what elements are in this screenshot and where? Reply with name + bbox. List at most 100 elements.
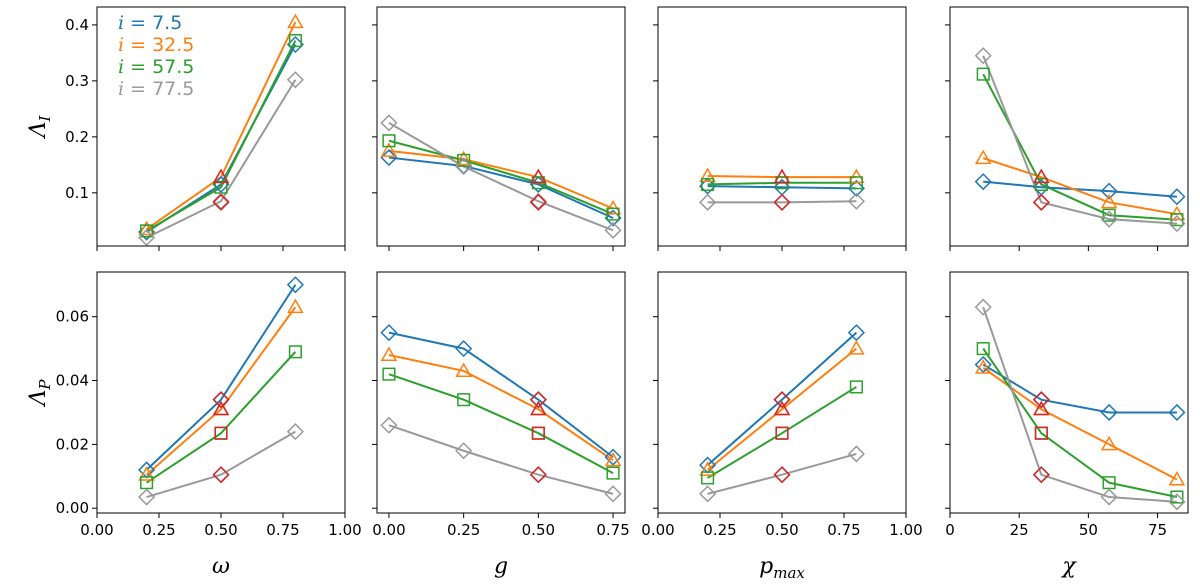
x-axis-label-omega: ω [212, 554, 230, 579]
series-line-2 [388, 373, 614, 474]
data-point-s3 [604, 485, 622, 503]
data-point-s3 [1168, 215, 1186, 233]
data-point-s2 [382, 367, 396, 381]
data-point-s2 [1102, 476, 1116, 490]
series-line-2 [146, 40, 297, 232]
data-point-s1 [1168, 470, 1186, 486]
highlight-point [212, 466, 230, 484]
data-point-s1 [1100, 193, 1118, 209]
axes-frame [376, 6, 626, 247]
legend-entry-0: i = 7.5 [118, 12, 182, 34]
y-tick-label: 0.1 [65, 184, 89, 202]
x-tick-label: 0.00 [80, 521, 113, 539]
data-point-s3 [974, 298, 992, 316]
data-point-s2 [701, 177, 715, 191]
y-tick-label: 0.00 [56, 499, 89, 517]
series-line-2 [146, 351, 297, 484]
highlight-point [212, 400, 230, 416]
series-line-1 [982, 366, 1178, 481]
y-tick-label: 0.4 [65, 16, 89, 34]
highlight-point [1033, 400, 1050, 416]
x-axis-label-pmax: pmax [759, 554, 805, 582]
axes-frame [376, 271, 626, 514]
data-point-s3 [455, 157, 473, 176]
y-tick-label: 0.04 [56, 372, 89, 390]
x-tick-label: 1.00 [328, 521, 361, 539]
data-point-s0 [380, 149, 398, 167]
data-point-s1 [380, 142, 398, 157]
highlight-point [1032, 466, 1050, 484]
panel-r0-c3 [945, 6, 1189, 251]
series-line-2 [982, 348, 1178, 499]
highlight-point [773, 391, 791, 409]
data-point-s2 [1170, 490, 1184, 504]
axes-frame [949, 6, 1189, 247]
panel-r1-c2: 0.00 0.25 0.50 0.75 1.00 pmax [641, 271, 923, 582]
x-tick-label: 0.50 [765, 521, 798, 539]
y-tick-label: 0.02 [56, 435, 89, 453]
x-tick-label: 0.50 [522, 521, 555, 539]
data-point-s3 [847, 445, 865, 463]
data-point-s0 [1100, 403, 1118, 422]
series-line-0 [707, 185, 857, 190]
data-point-s0 [1168, 403, 1186, 422]
series-line-0 [388, 156, 614, 219]
data-point-s0 [604, 448, 622, 466]
data-point-s2 [849, 380, 863, 394]
data-point-s3 [604, 221, 622, 239]
x-tick-label: 0.25 [703, 521, 736, 539]
series-line-3 [707, 452, 857, 495]
data-point-s0 [699, 177, 717, 195]
data-point-s2 [1102, 208, 1116, 222]
highlight-point [773, 168, 791, 184]
y-axis-label-lambda-i: ΛI [26, 115, 54, 140]
data-point-s1 [604, 451, 622, 467]
highlight-point [1034, 426, 1048, 440]
legend-entry-1: i = 32.5 [118, 34, 194, 56]
panel-r1-c1: 0.00 0.25 0.50 0.75 g [372, 271, 630, 579]
data-point-s2 [976, 342, 990, 356]
series-line-0 [388, 331, 614, 458]
highlight-point [775, 426, 789, 440]
data-point-s1 [974, 359, 992, 374]
y-tick-label: 0.2 [65, 128, 89, 146]
highlight-point [530, 168, 547, 184]
panel-r1-c0: 0.00 0.25 0.50 0.75 1.00 0.00 0.02 0.04 0.06 ω ΛP [26, 271, 362, 579]
highlight-point [529, 466, 547, 484]
highlight-point [1032, 193, 1050, 211]
highlight-point [529, 193, 547, 211]
data-point-s2 [1170, 213, 1184, 227]
data-point-s3 [699, 193, 717, 211]
data-point-s3 [455, 442, 473, 460]
highlight-point [212, 193, 230, 211]
data-point-s0 [380, 324, 398, 342]
x-tick-label: 0.75 [266, 521, 299, 539]
x-tick-label: 0.75 [596, 521, 629, 539]
series-line-0 [982, 363, 1177, 414]
highlight-point [773, 466, 791, 484]
data-point-s2 [701, 471, 715, 485]
data-point-s0 [974, 173, 992, 191]
axes-frame [949, 271, 1189, 514]
data-point-s2 [140, 476, 154, 490]
data-point-s1 [455, 150, 472, 166]
x-tick-label: 0.00 [641, 521, 674, 539]
data-point-s2 [1034, 177, 1048, 191]
x-tick-label: 0 [945, 521, 955, 539]
data-point-s1 [138, 466, 155, 481]
y-axis-label-lambda-p: ΛP [26, 379, 54, 408]
highlight-point [531, 426, 545, 440]
data-point-s3 [1100, 210, 1118, 228]
series-line-3 [707, 200, 857, 204]
series-line-3 [982, 306, 1178, 503]
data-point-s3 [974, 47, 992, 65]
data-point-s2 [849, 176, 863, 190]
highlight-point [530, 400, 547, 416]
data-point-s3 [380, 416, 398, 434]
x-tick-label: 0.00 [372, 521, 405, 539]
data-point-s2 [457, 153, 471, 167]
highlight-point [1032, 391, 1050, 409]
series-line-3 [388, 424, 614, 495]
data-point-s0 [847, 179, 865, 197]
series-line-3 [982, 55, 1177, 225]
